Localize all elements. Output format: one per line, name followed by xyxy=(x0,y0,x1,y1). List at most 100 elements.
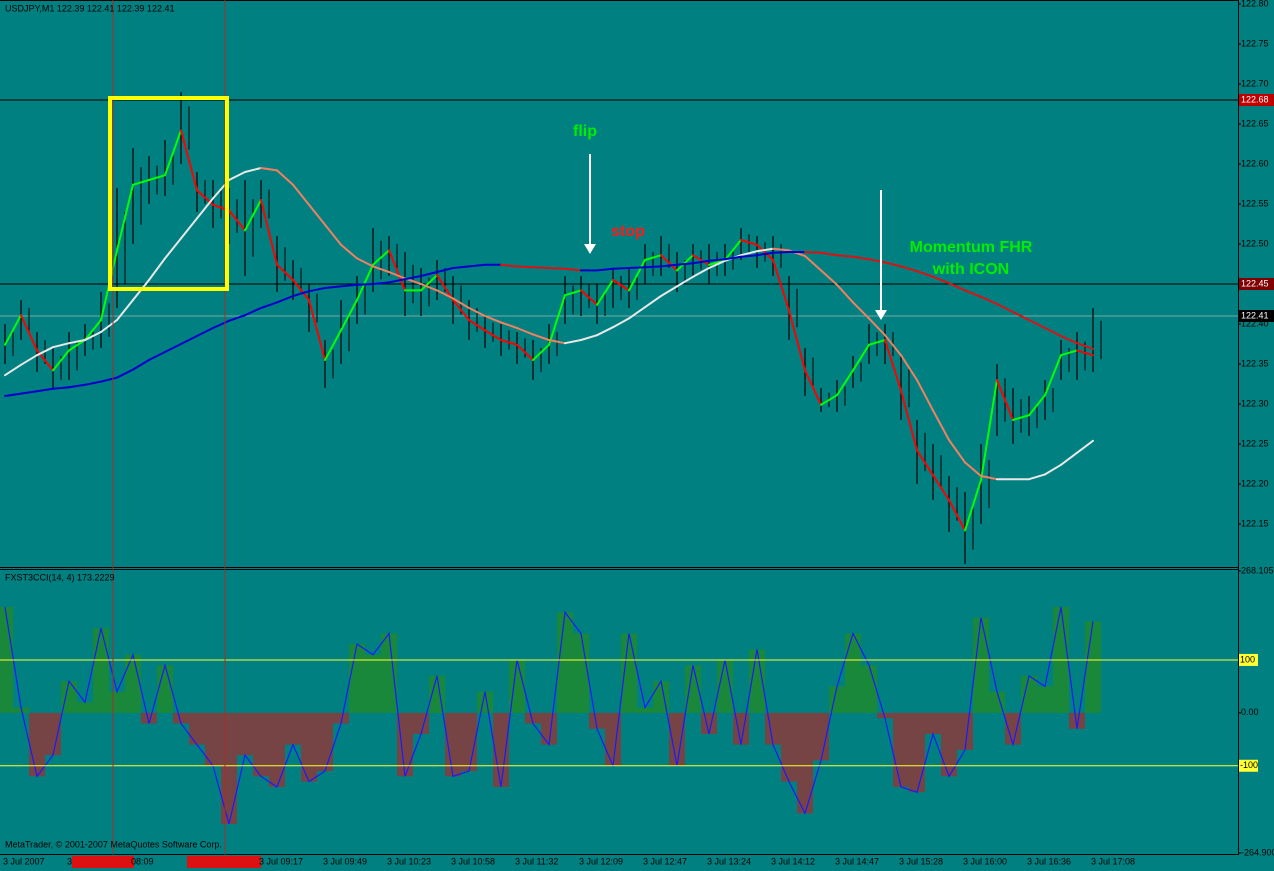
indicator-line xyxy=(580,334,598,341)
indicator-line xyxy=(244,167,262,173)
indicator-line xyxy=(292,279,310,301)
indicator-line xyxy=(68,339,86,352)
indicator-line xyxy=(548,339,566,345)
indicator-line xyxy=(980,379,998,481)
level-label-box xyxy=(1239,759,1258,772)
histogram-bar xyxy=(669,712,685,766)
indicator-line xyxy=(692,259,710,265)
indicator-line xyxy=(708,259,726,269)
indicator-line xyxy=(692,267,710,278)
level-label: -100 xyxy=(1240,760,1258,770)
arrow-head xyxy=(875,310,887,320)
indicator-line xyxy=(868,258,886,264)
indicator-line xyxy=(596,267,614,272)
indicator-line xyxy=(660,263,678,268)
indicator-line xyxy=(36,346,54,357)
histogram-bar xyxy=(93,628,109,713)
histogram-bar xyxy=(861,665,877,713)
indicator-line xyxy=(500,263,518,268)
indicator-line xyxy=(148,351,166,361)
indicator-line xyxy=(180,217,198,240)
x-tick-label: 3 Jul 15:28 xyxy=(899,856,943,866)
indicator-line xyxy=(324,285,342,289)
indicator-line xyxy=(228,209,246,232)
indicator-line xyxy=(820,394,838,406)
indicator-line xyxy=(388,271,406,280)
x-tick-label: 08:09 xyxy=(131,856,154,866)
histogram-bar xyxy=(61,681,77,713)
histogram-bar xyxy=(637,707,653,713)
indicator-line xyxy=(148,174,166,181)
price-label-box xyxy=(1239,310,1274,322)
indicator-line xyxy=(468,319,486,332)
histogram-bar xyxy=(909,712,925,793)
histogram-bar xyxy=(413,712,429,735)
indicator-line xyxy=(260,199,278,266)
indicator-line xyxy=(452,299,470,321)
histogram-bar xyxy=(573,633,589,713)
annotation: Momentum FHR xyxy=(910,239,1033,256)
histogram-bar xyxy=(797,712,813,814)
annotation: with ICON xyxy=(932,261,1009,278)
indicator-line xyxy=(20,354,38,366)
indicator-line xyxy=(868,339,886,346)
histogram-bar xyxy=(365,654,381,713)
indicator-line xyxy=(708,259,726,266)
indicator-line xyxy=(196,327,214,337)
indicator-line xyxy=(324,223,342,246)
histogram-bar xyxy=(333,712,349,724)
indicator-line xyxy=(996,303,1014,313)
indicator-line xyxy=(772,251,790,254)
histogram-bar xyxy=(621,633,637,713)
histogram-bar xyxy=(301,712,317,782)
x-tick-label: 3 Jul 09:49 xyxy=(323,856,367,866)
indicator-line xyxy=(516,327,534,336)
indicator-line xyxy=(420,271,438,277)
indicator-line xyxy=(932,275,950,285)
histogram-bar xyxy=(29,712,45,777)
indicator-line xyxy=(1028,394,1046,417)
indicator-line xyxy=(1076,342,1094,350)
indicator-line xyxy=(1076,349,1094,357)
indicator-line xyxy=(100,319,118,333)
histogram-bar xyxy=(989,691,1005,713)
indicator-line xyxy=(852,255,870,261)
indicator-line xyxy=(340,299,358,332)
indicator-line xyxy=(356,283,374,286)
indicator-line xyxy=(676,254,694,272)
indicator-line xyxy=(84,319,102,341)
indicator-line xyxy=(36,387,54,393)
histogram-bar xyxy=(1037,686,1053,713)
indicator-line xyxy=(948,282,966,292)
indicator-line xyxy=(1076,439,1094,454)
indicator-line xyxy=(500,339,518,346)
indicator-line xyxy=(532,343,550,361)
indicator-line xyxy=(4,363,22,377)
histogram-bar xyxy=(1021,675,1037,713)
histogram-bar xyxy=(109,691,125,713)
level-label: 100 xyxy=(1240,654,1255,664)
histogram-bar xyxy=(1069,712,1085,729)
histogram-bar xyxy=(541,712,557,745)
indicator-line xyxy=(788,309,806,372)
histogram-bar xyxy=(973,617,989,713)
y-tick-label: 122.65 xyxy=(1241,118,1269,128)
indicator-line xyxy=(900,389,918,452)
axes: 122.80 122.75 122.70 122.65 122.60 122.55 122.… xyxy=(3,0,1274,866)
indicator-line xyxy=(900,354,918,381)
indicator-line xyxy=(804,255,822,272)
indicator-line xyxy=(420,283,438,292)
indicator-line xyxy=(644,295,662,309)
indicator-line xyxy=(484,315,502,324)
histogram-bar xyxy=(381,633,397,713)
indicator-line xyxy=(388,278,406,284)
indicator-line xyxy=(260,167,278,172)
indicator-line xyxy=(228,171,246,181)
indicator-line xyxy=(852,301,870,320)
histogram-bar xyxy=(717,659,733,713)
y-tick-label: 122.15 xyxy=(1241,518,1269,528)
indicator-line xyxy=(852,343,870,372)
indicator-line xyxy=(884,334,902,357)
x-tick-label: 3 Jul 09:17 xyxy=(259,856,303,866)
x-tick-label: 3 Jul 14:12 xyxy=(771,856,815,866)
